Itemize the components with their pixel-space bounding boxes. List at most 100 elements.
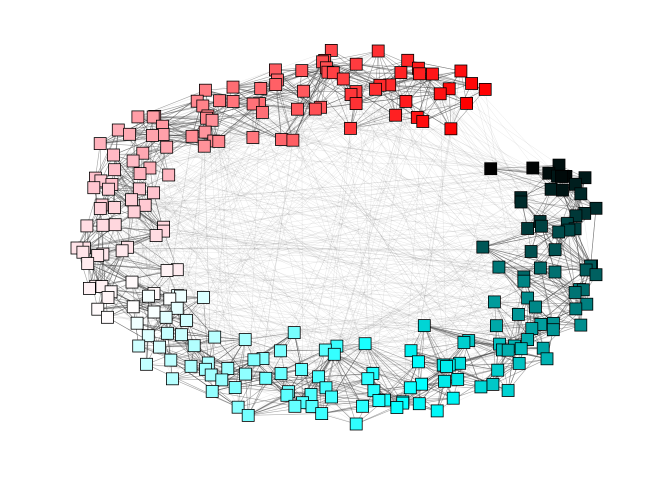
edge <box>293 72 402 333</box>
edge <box>113 154 503 351</box>
edge <box>482 246 576 293</box>
edge <box>375 89 445 382</box>
edge <box>170 359 239 408</box>
edge <box>362 251 532 407</box>
edge <box>439 93 576 293</box>
graph-node <box>484 162 498 176</box>
graph-node <box>574 187 588 201</box>
edge <box>153 192 465 343</box>
edge <box>139 116 154 174</box>
edge <box>396 325 425 408</box>
edge <box>294 332 509 391</box>
edge <box>114 116 154 170</box>
edge <box>396 325 425 408</box>
graph-node <box>132 182 146 196</box>
edge <box>232 69 276 88</box>
edge <box>155 72 329 236</box>
edge <box>275 69 532 252</box>
edge <box>203 297 209 364</box>
graph-node <box>478 83 492 96</box>
graph-node <box>241 408 255 422</box>
edge <box>318 266 500 378</box>
graph-node <box>460 97 474 110</box>
edge <box>172 378 239 408</box>
edge <box>139 188 215 338</box>
edge <box>153 192 302 370</box>
graph-node <box>501 343 515 357</box>
edge <box>245 292 576 375</box>
graph-node <box>76 245 90 259</box>
edge <box>334 354 357 425</box>
edge <box>402 381 445 404</box>
edge <box>253 280 524 361</box>
graph-node <box>474 380 488 394</box>
edge <box>166 270 425 326</box>
edge <box>131 160 134 200</box>
edge <box>424 325 450 366</box>
edge <box>248 413 322 416</box>
edge <box>172 50 379 379</box>
graph-node <box>108 163 121 177</box>
edge <box>297 109 482 388</box>
graph-node <box>556 183 569 197</box>
edge <box>262 112 566 177</box>
graph-node <box>287 326 301 340</box>
edge <box>322 50 379 63</box>
edge <box>457 363 520 380</box>
edge <box>422 103 467 122</box>
edge <box>211 168 491 376</box>
edge <box>122 231 559 252</box>
edge <box>145 83 472 206</box>
edge <box>247 115 396 416</box>
graph-node <box>394 66 408 79</box>
edge <box>350 94 497 326</box>
edge <box>424 246 484 326</box>
edge <box>262 112 326 351</box>
edge <box>364 343 454 399</box>
edge <box>336 73 420 347</box>
graph-node <box>413 67 426 81</box>
edge <box>297 109 482 388</box>
edge <box>219 100 528 229</box>
edge <box>417 117 591 267</box>
edge <box>139 188 411 389</box>
edge <box>214 297 528 338</box>
edge <box>111 184 445 382</box>
edge <box>131 281 497 326</box>
graph-node <box>356 399 370 413</box>
graph-node <box>115 244 129 258</box>
edge <box>76 247 556 250</box>
graph-node <box>180 313 193 327</box>
graph-node <box>514 342 528 356</box>
edge <box>145 184 576 206</box>
graph-node <box>125 193 138 207</box>
edge <box>167 323 554 334</box>
graph-node <box>412 397 426 411</box>
edge <box>100 180 509 391</box>
edge <box>170 339 246 361</box>
graph-node <box>524 245 538 258</box>
edge <box>100 167 533 209</box>
edge <box>490 164 560 169</box>
graph-node <box>487 295 501 309</box>
graph-node <box>198 83 212 97</box>
edge <box>177 50 379 270</box>
edge <box>541 225 591 267</box>
graph-node <box>138 198 152 212</box>
graph-node <box>390 401 404 414</box>
edge <box>169 298 544 349</box>
edge <box>97 168 491 256</box>
edge <box>191 136 522 203</box>
edge <box>400 72 441 95</box>
nodes-layer <box>70 44 603 431</box>
edge <box>331 73 420 398</box>
edge <box>193 112 263 346</box>
edge <box>134 201 522 213</box>
edge <box>139 188 281 351</box>
edge <box>82 73 433 253</box>
edge <box>252 103 319 377</box>
graph-node <box>446 391 460 405</box>
edge <box>275 63 357 71</box>
graph-node <box>81 257 95 270</box>
graph-node <box>325 390 339 404</box>
